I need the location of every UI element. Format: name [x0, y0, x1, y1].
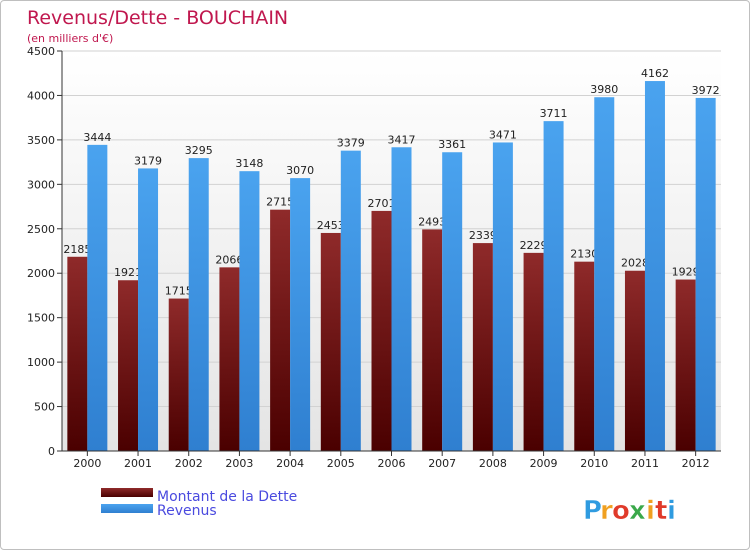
- bar-revenus: [594, 97, 615, 451]
- data-label-revenus: 3379: [337, 137, 365, 150]
- logo-letter: t: [655, 496, 667, 526]
- proxiti-logo: Pr o x i t i: [583, 496, 676, 527]
- x-tick-label: 2009: [530, 457, 558, 470]
- logo-letter: x: [629, 496, 646, 526]
- chart-title: Revenus/Dette - BOUCHAIN: [27, 7, 288, 29]
- y-tick-label: 0: [48, 445, 55, 458]
- y-tick-label: 4000: [27, 89, 55, 102]
- bar-revenus: [340, 150, 361, 451]
- x-tick-label: 2002: [175, 457, 203, 470]
- logo-letter: o: [612, 496, 630, 526]
- bar-dette: [168, 298, 189, 451]
- x-tick-label: 2001: [124, 457, 152, 470]
- y-axis-ticks: 0 500 1000 1500 2000 2500 3000 3500 4000 4500: [27, 45, 62, 458]
- bar-dette: [422, 229, 443, 451]
- bars-group: 2185 3444 1921 3179 1715 3295 2066 3148 2715 3070…: [63, 67, 720, 452]
- bar-revenus: [138, 168, 159, 451]
- data-label-revenus: 3295: [185, 144, 213, 157]
- y-tick-label: 4500: [27, 45, 55, 58]
- data-label-dette: 2028: [621, 257, 649, 270]
- x-tick-label: 2008: [479, 457, 507, 470]
- logo-letter: i: [646, 496, 655, 526]
- bar-dette: [320, 232, 341, 451]
- data-label-dette: 2339: [469, 229, 497, 242]
- bar-dette: [270, 209, 291, 451]
- x-tick-label: 2005: [327, 457, 355, 470]
- data-label-dette: 2185: [63, 243, 91, 256]
- legend: Montant de la Dette Revenus: [101, 488, 297, 519]
- y-tick-label: 2000: [27, 267, 55, 280]
- y-tick-label: 1500: [27, 312, 55, 325]
- y-tick-label: 1000: [27, 356, 55, 369]
- x-axis-ticks: 2000 2001 2002 2003 2004 2005 2006 2007 2008 2009…: [73, 451, 710, 470]
- bar-dette: [675, 279, 696, 451]
- bar-dette: [371, 210, 392, 451]
- y-tick-label: 3000: [27, 178, 55, 191]
- data-label-dette: 2130: [570, 248, 598, 261]
- logo-letter: r: [600, 496, 613, 526]
- bar-revenus: [188, 158, 209, 451]
- x-tick-label: 2012: [682, 457, 710, 470]
- bar-revenus: [87, 144, 108, 451]
- legend-label-dette: Montant de la Dette: [157, 489, 297, 505]
- data-label-dette: 2715: [266, 196, 294, 209]
- legend-swatch-revenus: [101, 504, 153, 513]
- y-tick-label: 3500: [27, 134, 55, 147]
- data-label-revenus: 3148: [235, 157, 263, 170]
- bar-revenus: [492, 142, 513, 451]
- bar-dette: [219, 267, 240, 451]
- data-label-revenus: 3179: [134, 154, 162, 167]
- data-label-revenus: 4162: [641, 67, 669, 80]
- bar-dette: [624, 270, 645, 451]
- legend-label-revenus: Revenus: [157, 503, 217, 519]
- logo-letter: i: [667, 496, 676, 526]
- data-label-revenus: 3444: [83, 131, 111, 144]
- data-label-revenus: 3070: [286, 164, 314, 177]
- bar-dette: [574, 261, 595, 451]
- data-label-dette: 2453: [317, 219, 345, 232]
- data-label-revenus: 3361: [438, 138, 466, 151]
- x-tick-label: 2003: [225, 457, 253, 470]
- legend-swatch-dette: [101, 488, 153, 497]
- y-tick-label: 500: [34, 401, 55, 414]
- data-label-revenus: 3972: [692, 84, 720, 97]
- bar-dette: [523, 252, 544, 451]
- data-label-dette: 1921: [114, 266, 142, 279]
- data-label-revenus: 3471: [489, 128, 517, 141]
- data-label-dette: 1715: [165, 285, 193, 298]
- x-tick-label: 2004: [276, 457, 304, 470]
- data-label-revenus: 3980: [590, 83, 618, 96]
- bar-dette: [472, 243, 493, 451]
- x-tick-label: 2011: [631, 457, 659, 470]
- x-tick-label: 2006: [378, 457, 406, 470]
- data-label-dette: 2493: [418, 215, 446, 228]
- x-tick-label: 2010: [580, 457, 608, 470]
- data-label-revenus: 3417: [388, 133, 416, 146]
- logo-letter: P: [583, 496, 602, 526]
- bar-revenus: [239, 171, 260, 451]
- bar-revenus: [644, 81, 665, 452]
- data-label-dette: 2229: [520, 239, 548, 252]
- data-label-dette: 1929: [672, 266, 700, 279]
- data-label-dette: 2066: [215, 253, 243, 266]
- data-label-dette: 2701: [368, 197, 396, 210]
- chart-subtitle: (en milliers d'€): [27, 32, 113, 45]
- y-tick-label: 2500: [27, 223, 55, 236]
- bar-revenus: [391, 147, 412, 451]
- bar-dette: [67, 256, 88, 451]
- bar-revenus: [442, 152, 463, 451]
- x-tick-label: 2000: [73, 457, 101, 470]
- bar-revenus: [290, 178, 311, 451]
- bar-dette: [118, 280, 139, 451]
- bar-revenus: [695, 97, 716, 451]
- data-label-revenus: 3711: [540, 107, 568, 120]
- bar-revenus: [543, 121, 564, 451]
- x-tick-label: 2007: [428, 457, 456, 470]
